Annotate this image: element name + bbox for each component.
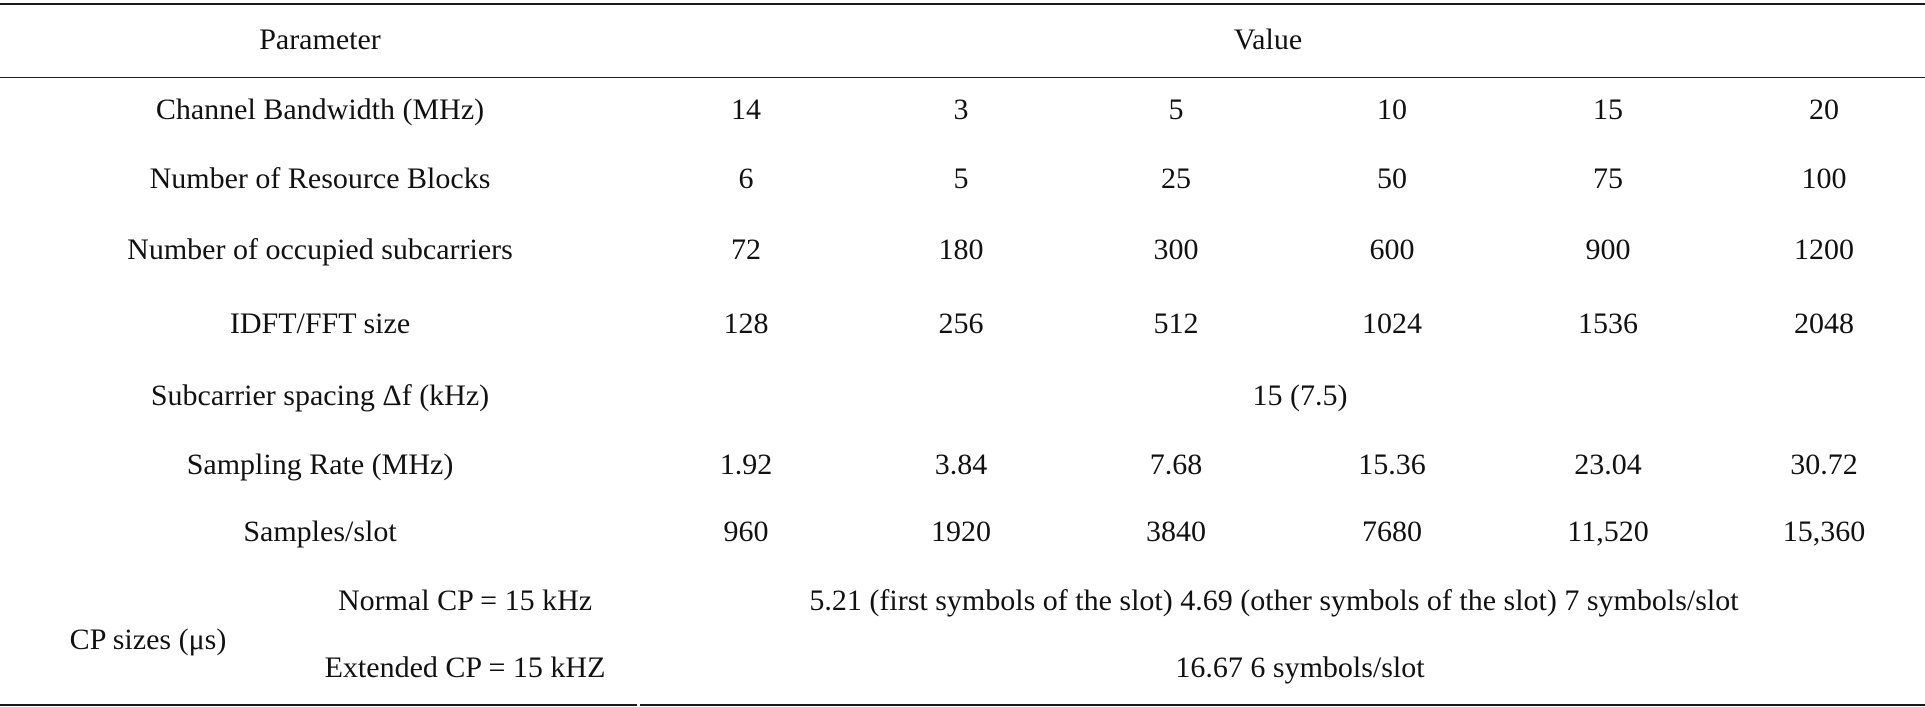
row-value: 128	[723, 307, 769, 340]
row-value: 7680	[1362, 515, 1422, 548]
row-value: 7.68	[1149, 448, 1203, 481]
row-value: 180	[938, 233, 984, 266]
row-value: 1.92	[719, 448, 773, 481]
bottom-rule-gap	[637, 703, 640, 707]
row-value: 2048	[1794, 307, 1854, 340]
row-value: 300	[1153, 233, 1199, 266]
row-value: 3840	[1146, 515, 1206, 548]
row-value: 1536	[1578, 307, 1638, 340]
extended-cp-value: 16.67 6 symbols/slot	[1175, 651, 1425, 684]
row-value: 100	[1801, 162, 1847, 195]
row-value: 15,360	[1782, 515, 1866, 548]
row-label: Subcarrier spacing Δf (kHz)	[150, 379, 490, 412]
table-bottom-rule	[0, 704, 1925, 706]
row-label: Samples/slot	[243, 515, 397, 548]
extended-cp-label: Extended CP = 15 kHZ	[324, 651, 606, 684]
row-label: Number of Resource Blocks	[149, 162, 491, 195]
header-parameter: Parameter	[259, 23, 381, 56]
row-value: 30.72	[1790, 448, 1858, 481]
row-value: 14	[731, 93, 761, 126]
normal-cp-label: Normal CP = 15 kHz	[337, 584, 593, 617]
row-value: 3.84	[934, 448, 988, 481]
row-value: 6	[738, 162, 754, 195]
row-value: 5	[953, 162, 969, 195]
row-value: 75	[1593, 162, 1623, 195]
row-label: Sampling Rate (MHz)	[186, 448, 454, 481]
merged-value: 15 (7.5)	[1252, 379, 1348, 412]
row-value: 512	[1153, 307, 1199, 340]
row-value: 1920	[931, 515, 991, 548]
row-value: 10	[1377, 93, 1407, 126]
row-value: 3	[953, 93, 969, 126]
row-value: 25	[1161, 162, 1191, 195]
row-value: 256	[938, 307, 984, 340]
row-value: 72	[731, 233, 761, 266]
row-value: 600	[1369, 233, 1415, 266]
header-value: Value	[1233, 23, 1303, 56]
row-value: 1200	[1794, 233, 1854, 266]
row-value: 15.36	[1358, 448, 1426, 481]
normal-cp-value: 5.21 (first symbols of the slot) 4.69 (o…	[809, 584, 1739, 617]
row-value: 900	[1585, 233, 1631, 266]
row-label: Channel Bandwidth (MHz)	[155, 93, 485, 126]
row-value: 960	[723, 515, 769, 548]
cp-sizes-label: CP sizes (μs)	[69, 623, 227, 656]
row-value: 20	[1809, 93, 1839, 126]
row-value: 50	[1377, 162, 1407, 195]
row-label: Number of occupied subcarriers	[127, 233, 513, 266]
header-rule	[0, 77, 1925, 78]
row-label: IDFT/FFT size	[229, 307, 411, 340]
table-top-rule	[0, 3, 1925, 5]
row-value: 11,520	[1567, 515, 1649, 548]
row-value: 5	[1168, 93, 1184, 126]
row-value: 15	[1593, 93, 1623, 126]
row-value: 23.04	[1574, 448, 1642, 481]
row-value: 1024	[1362, 307, 1422, 340]
